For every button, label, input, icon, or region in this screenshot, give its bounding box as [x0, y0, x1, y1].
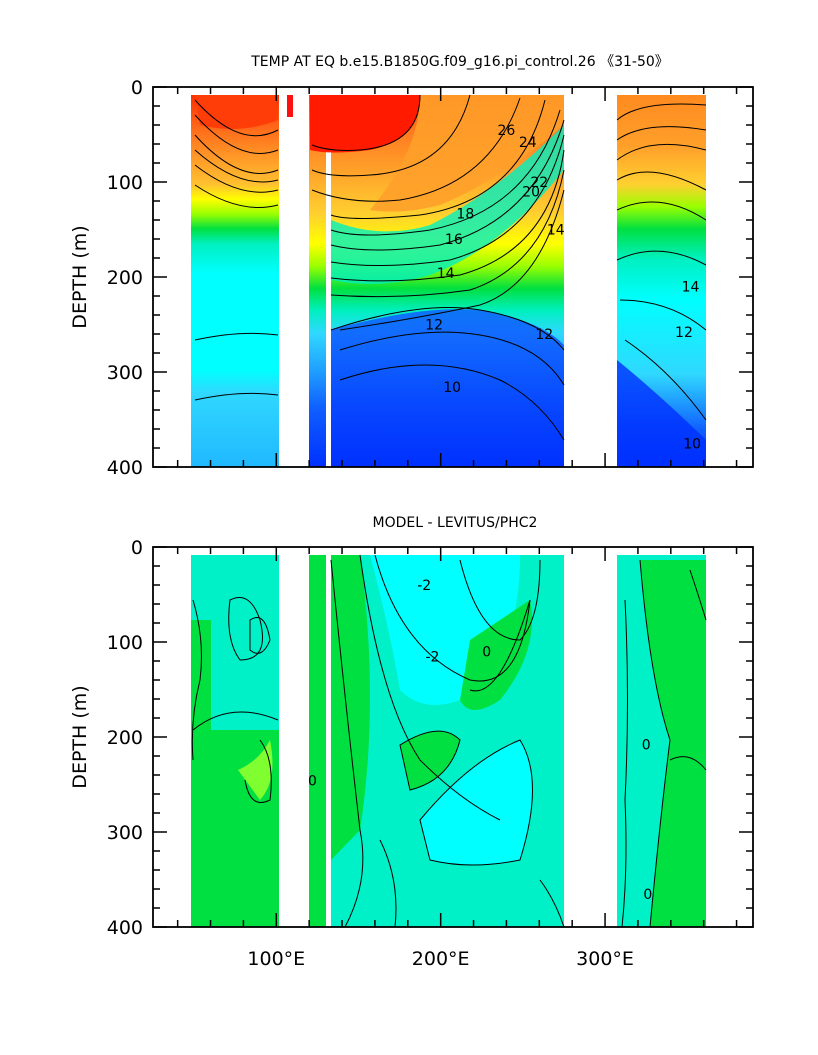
top-contour-label: 12 — [425, 318, 443, 334]
top-contour-label: 12 — [675, 325, 693, 341]
bottom-contour-label: 0 — [642, 738, 651, 754]
top-axis-ticks — [153, 86, 753, 468]
bottom-panel: MODEL - LEVITUS/PHC2 — [69, 515, 754, 970]
top-field-maritime — [309, 95, 326, 467]
bottom-x-tick-label: 300°E — [576, 948, 634, 970]
top-y-tick-label: 400 — [107, 457, 143, 479]
bottom-contour-label: -2 — [425, 649, 439, 665]
top-contour-label: 12 — [535, 327, 553, 343]
bottom-field-pacific-warm-c — [400, 731, 460, 790]
bottom-contour-lines — [191, 554, 707, 928]
bottom-y-tick-label: 300 — [107, 822, 143, 844]
bottom-plot-area: -2 -2 0 0 0 0 — [152, 546, 754, 928]
bottom-x-tick-labels: 100°E 200°E 300°E — [247, 948, 634, 970]
top-contour-label: 24 — [519, 135, 537, 151]
top-warm-core-west — [195, 95, 278, 129]
bottom-y-axis-title: DEPTH (m) — [69, 685, 91, 788]
bottom-contour-label: 0 — [643, 887, 652, 903]
bottom-x-tick-label: 100°E — [247, 948, 305, 970]
bottom-field-pacific-warm — [331, 555, 370, 860]
bottom-y-tick-label: 400 — [107, 917, 143, 939]
bottom-field-pacific-cold-deep — [420, 740, 533, 865]
top-field-isolated — [287, 95, 293, 117]
top-contour-label: 16 — [445, 232, 463, 248]
top-contour-label: 10 — [683, 436, 701, 452]
bottom-contour-label: -2 — [417, 578, 431, 594]
top-thermocline — [331, 125, 564, 284]
top-contour-label: 14 — [682, 280, 700, 296]
top-contour-label: 18 — [456, 206, 474, 222]
top-y-tick-label: 0 — [131, 77, 143, 99]
bottom-field-hotspot — [238, 740, 273, 800]
top-contour-label: 26 — [498, 123, 516, 139]
bottom-y-tick-label: 0 — [131, 537, 143, 559]
top-y-tick-label: 300 — [107, 362, 143, 384]
top-y-tick-labels: 0 100 200 300 400 — [107, 77, 143, 479]
top-deep-cold — [331, 309, 564, 467]
bottom-contour-label: 0 — [482, 645, 491, 661]
top-contour-lines — [194, 94, 707, 441]
bottom-contour-labels: -2 -2 0 0 0 0 — [308, 578, 652, 903]
bottom-axis-ticks — [153, 546, 753, 928]
bottom-y-tick-label: 200 — [107, 727, 143, 749]
top-contour-label: 20 — [522, 185, 540, 201]
top-contour-label: 10 — [443, 380, 461, 396]
top-y-tick-label: 200 — [107, 267, 143, 289]
top-y-axis-title: DEPTH (m) — [69, 225, 91, 328]
top-contour-label: 14 — [547, 223, 565, 239]
top-panel: TEMP AT EQ b.e15.B1850G.f09_g16.pi_contr… — [69, 54, 754, 479]
bottom-y-tick-label: 100 — [107, 632, 143, 654]
bottom-chart-title: MODEL - LEVITUS/PHC2 — [373, 515, 538, 531]
top-warm-core — [310, 95, 420, 153]
bottom-field-maritime — [309, 555, 326, 927]
bottom-x-tick-label: 200°E — [412, 948, 470, 970]
top-deep-cold-east — [617, 360, 706, 467]
bottom-field-pacific-warm-b — [460, 600, 532, 710]
top-surface-band — [370, 95, 564, 212]
bottom-y-tick-labels: 0 100 200 300 400 — [107, 537, 143, 939]
top-contour-label: 14 — [437, 266, 455, 282]
top-contour-label: 22 — [530, 175, 548, 191]
bottom-field-atlantic-warm — [640, 560, 706, 927]
top-y-tick-label: 100 — [107, 172, 143, 194]
bottom-contour-label: 0 — [308, 774, 317, 790]
top-field-indian — [191, 95, 279, 467]
top-chart-title: TEMP AT EQ b.e15.B1850G.f09_g16.pi_contr… — [250, 54, 669, 70]
